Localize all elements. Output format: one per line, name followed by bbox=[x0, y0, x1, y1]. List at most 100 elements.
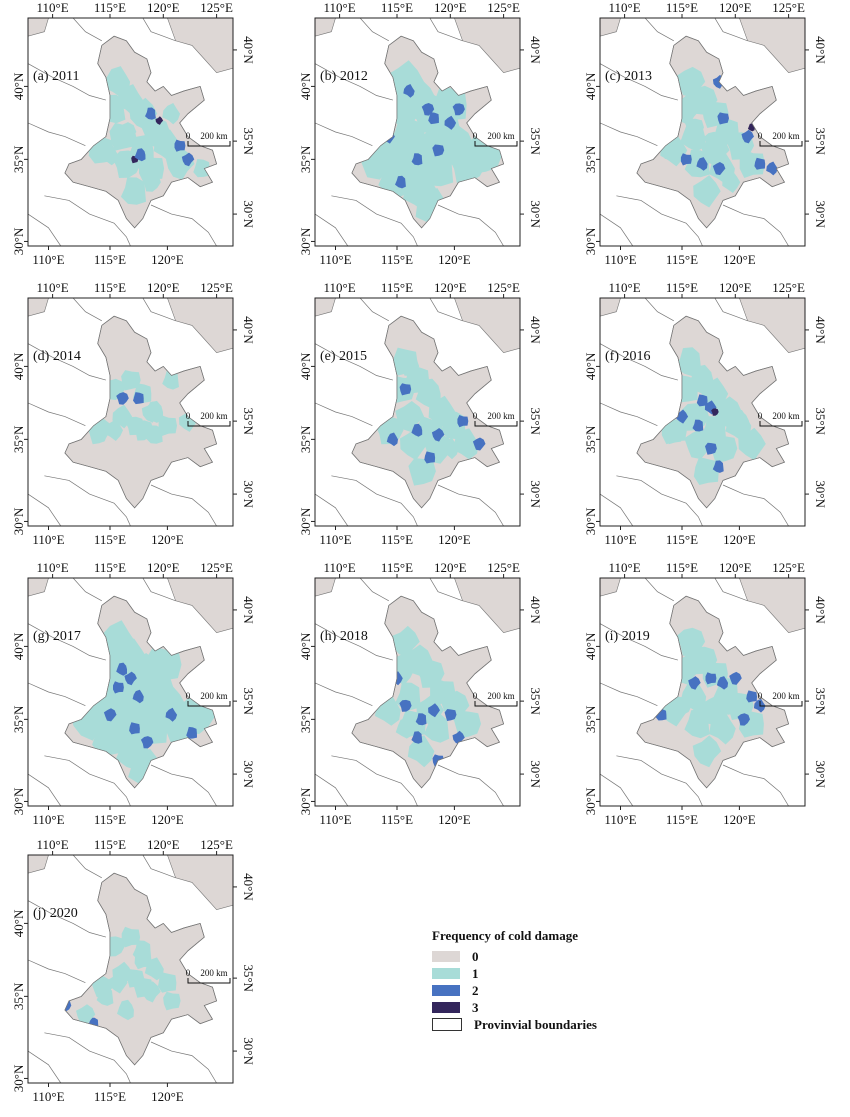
context-landmass bbox=[454, 578, 520, 634]
frequency-2-patch bbox=[129, 722, 140, 735]
lon-tick-top: 125°E bbox=[487, 280, 520, 295]
scale-bar-label: 200 km bbox=[772, 691, 799, 701]
frequency-1-patch bbox=[158, 415, 177, 436]
lon-tick-top: 125°E bbox=[772, 560, 805, 575]
lon-tick-top: 110°E bbox=[37, 560, 69, 575]
legend-swatch-3 bbox=[432, 1002, 460, 1013]
provincial-boundary-line bbox=[44, 475, 131, 526]
frequency-1-patch bbox=[408, 458, 436, 486]
lat-tick-left: 35°N bbox=[11, 425, 26, 453]
frequency-2-patch bbox=[712, 460, 724, 473]
context-landmass bbox=[167, 855, 233, 911]
frequency-2-patch bbox=[113, 681, 124, 694]
frequency-2-patch bbox=[432, 144, 445, 157]
lon-tick-top: 110°E bbox=[609, 0, 641, 15]
lat-tick-right: 30°N bbox=[241, 200, 256, 228]
frequency-2-patch bbox=[696, 394, 708, 407]
scale-bar-label: 200 km bbox=[487, 411, 514, 421]
frequency-2-patch bbox=[705, 672, 717, 685]
frequency-1-patch bbox=[146, 646, 182, 684]
context-landmass bbox=[167, 578, 233, 634]
lon-tick-bottom: 120°E bbox=[438, 252, 471, 267]
lon-tick-bottom: 115°E bbox=[666, 812, 698, 827]
provincial-boundary-line bbox=[331, 195, 418, 246]
panel-label: (d) 2014 bbox=[33, 349, 81, 364]
lon-tick-bottom: 120°E bbox=[723, 252, 756, 267]
map-frame bbox=[27, 854, 234, 1084]
lon-tick-top: 110°E bbox=[37, 0, 69, 15]
provincial-boundary-line bbox=[28, 773, 62, 806]
map-frame bbox=[314, 17, 521, 247]
lon-tick-top: 115°E bbox=[666, 0, 698, 15]
frequency-2-patch bbox=[134, 148, 146, 162]
lat-tick-right: 30°N bbox=[241, 480, 256, 508]
frequency-1-patch bbox=[693, 175, 721, 208]
frequency-1-patch bbox=[693, 457, 719, 485]
panel-label: (a) 2011 bbox=[33, 69, 80, 84]
frequency-2-patch bbox=[386, 432, 398, 447]
lat-tick-right: 35°N bbox=[241, 687, 256, 715]
lon-tick-bottom: 115°E bbox=[381, 252, 413, 267]
lat-tick-left: 30°N bbox=[583, 227, 598, 255]
frequency-1-patch bbox=[146, 425, 163, 444]
frequency-2-patch bbox=[729, 671, 742, 685]
frequency-1-patch bbox=[684, 429, 714, 460]
frequency-2-patch bbox=[145, 107, 156, 120]
lon-tick-bottom: 115°E bbox=[94, 812, 126, 827]
lat-tick-right: 30°N bbox=[813, 200, 828, 228]
lat-tick-right: 35°N bbox=[813, 127, 828, 155]
provincial-boundary-line bbox=[28, 682, 86, 707]
panel-label: (i) 2019 bbox=[605, 629, 650, 644]
scale-bar-zero: 0 bbox=[473, 411, 478, 421]
map-svg: 110°E 115°E 120°E 125°E 110°E 115°E 120°E 40°N 3… bbox=[298, 0, 543, 267]
lon-tick-bottom: 110°E bbox=[32, 1089, 64, 1104]
frequency-1-patch bbox=[701, 377, 729, 410]
frequency-1-patch bbox=[105, 419, 123, 441]
lon-tick-bottom: 120°E bbox=[438, 532, 471, 547]
context-landmass bbox=[167, 18, 233, 74]
provincial-boundary-line bbox=[142, 855, 176, 879]
legend-label-1: 1 bbox=[472, 965, 479, 981]
frequency-1-patch bbox=[117, 122, 137, 143]
provincial-boundary-line bbox=[331, 755, 418, 806]
scale-bar-zero: 0 bbox=[473, 131, 478, 141]
frequency-1-patch bbox=[92, 718, 126, 756]
context-landmass bbox=[739, 578, 805, 634]
frequency-1-patch bbox=[141, 172, 161, 192]
panel-label: (c) 2013 bbox=[605, 69, 652, 84]
frequency-2-patch bbox=[415, 713, 427, 726]
lat-tick-left: 30°N bbox=[298, 787, 313, 815]
frequency-2-patch bbox=[705, 442, 717, 455]
frequency-1-patch bbox=[709, 435, 738, 463]
map-frame bbox=[314, 297, 521, 527]
map-svg: 110°E 115°E 120°E 125°E 110°E 115°E 120°E 40°N 3… bbox=[11, 560, 256, 827]
context-landmass bbox=[28, 298, 49, 317]
lon-tick-bottom: 120°E bbox=[151, 812, 184, 827]
frequency-1-patch bbox=[121, 370, 141, 391]
map-svg: 110°E 115°E 120°E 125°E 110°E 115°E 120°E 40°N 3… bbox=[583, 0, 828, 267]
study-region bbox=[64, 315, 218, 509]
scale-bar-zero: 0 bbox=[186, 131, 191, 141]
context-landmass bbox=[739, 298, 805, 354]
frequency-2-patch bbox=[452, 103, 465, 116]
context-landmass bbox=[28, 18, 49, 37]
map-panel-6: 110°E 115°E 120°E 125°E 110°E 115°E 120°E 40°N 3… bbox=[572, 280, 850, 560]
scale-bar-label: 200 km bbox=[200, 131, 227, 141]
lon-tick-top: 120°E bbox=[719, 0, 752, 15]
frequency-2-patch bbox=[741, 129, 754, 144]
map-panel-9: 110°E 115°E 120°E 125°E 110°E 115°E 120°E 40°N 3… bbox=[572, 560, 850, 840]
lon-tick-top: 115°E bbox=[666, 280, 698, 295]
legend: Frequency of cold damage 0 1 2 3 Provinv… bbox=[432, 928, 762, 1033]
panel-label: (e) 2015 bbox=[320, 349, 367, 364]
lon-tick-top: 110°E bbox=[609, 280, 641, 295]
lat-tick-left: 35°N bbox=[583, 705, 598, 733]
frequency-2-patch bbox=[411, 153, 423, 166]
lat-tick-right: 40°N bbox=[813, 316, 828, 344]
map-panel-10: 110°E 115°E 120°E 125°E 110°E 115°E 120°E 40°N 3… bbox=[0, 837, 283, 1117]
lat-tick-left: 35°N bbox=[298, 705, 313, 733]
lat-tick-left: 30°N bbox=[11, 507, 26, 535]
frequency-1-patch bbox=[100, 144, 118, 166]
frequency-1-patch bbox=[452, 428, 479, 460]
lat-tick-right: 30°N bbox=[528, 760, 543, 788]
frequency-3-patch bbox=[711, 408, 719, 416]
